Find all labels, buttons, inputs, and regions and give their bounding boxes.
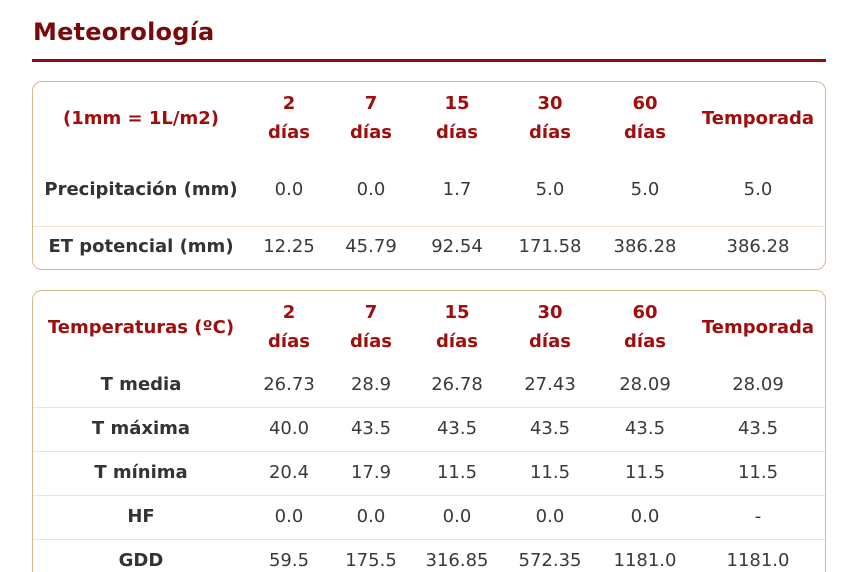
- period-unit: días: [624, 122, 666, 143]
- table-cell: 5.0: [535, 178, 565, 200]
- table-cell: 11.5: [501, 450, 599, 495]
- table-cell: 0.0: [249, 494, 329, 539]
- period-header-60d: 60 días: [599, 291, 691, 363]
- period-number: 15: [444, 93, 470, 114]
- table-cell: 11.5: [691, 450, 825, 495]
- unit-note-header: Temperaturas (ºC): [47, 316, 235, 338]
- table-row-t-maxima: T máxima 40.0 43.5 43.5 43.5 43.5 43.5: [33, 406, 825, 451]
- period-header-15d: 15 días: [413, 82, 501, 154]
- table-cell: 28.09: [732, 373, 784, 395]
- table-cell: 28.09: [619, 373, 671, 395]
- table-cell: 1.7: [442, 178, 472, 200]
- table-row-hf: HF 0.0 0.0 0.0 0.0 0.0 -: [33, 494, 825, 539]
- period-unit: días: [350, 122, 392, 143]
- period-unit: días: [350, 331, 392, 352]
- period-number: 2: [282, 93, 296, 114]
- table-cell: 1181.0: [691, 538, 825, 572]
- table-cell: 0.0: [599, 494, 691, 539]
- period-unit: días: [624, 331, 666, 352]
- table-cell: 316.85: [413, 538, 501, 572]
- row-label: T mínima: [33, 450, 249, 495]
- title-divider: [32, 59, 826, 62]
- period-header-60d: 60 días: [599, 82, 691, 154]
- table-cell: 43.5: [691, 406, 825, 451]
- table-cell: 386.28: [691, 225, 825, 268]
- table-cell: 45.79: [329, 225, 413, 268]
- table-row-precipitation: Precipitación (mm) 0.0 0.0 1.7 5.0 5.0 5…: [33, 154, 825, 226]
- period-number: 7: [364, 93, 378, 114]
- period-number: 60: [632, 93, 658, 114]
- period-unit: días: [268, 331, 310, 352]
- period-number: 7: [364, 302, 378, 323]
- period-header-30d: 30 días: [501, 82, 599, 154]
- precipitation-header-row: (1mm = 1L/m2) 2 días 7 días 15 días 30 d…: [33, 82, 825, 154]
- table-cell: 175.5: [329, 538, 413, 572]
- row-label: ET potencial (mm): [33, 225, 249, 268]
- unit-note-header: (1mm = 1L/m2): [63, 107, 219, 129]
- table-cell: 17.9: [329, 450, 413, 495]
- row-label: T máxima: [33, 406, 249, 451]
- table-cell: 0.0: [413, 494, 501, 539]
- table-cell: 28.9: [350, 373, 392, 395]
- row-label: T media: [100, 373, 182, 395]
- precipitation-table: (1mm = 1L/m2) 2 días 7 días 15 días 30 d…: [33, 82, 825, 268]
- period-unit: días: [436, 122, 478, 143]
- period-header-season: Temporada: [701, 107, 815, 129]
- table-cell: 43.5: [599, 406, 691, 451]
- period-unit: días: [529, 122, 571, 143]
- table-row-gdd: GDD 59.5 175.5 316.85 572.35 1181.0 1181…: [33, 538, 825, 572]
- period-header-2d: 2 días: [249, 82, 329, 154]
- period-number: 15: [444, 302, 470, 323]
- table-row-et-potential: ET potencial (mm) 12.25 45.79 92.54 171.…: [33, 225, 825, 268]
- period-header-30d: 30 días: [501, 291, 599, 363]
- period-number: 30: [537, 302, 563, 323]
- period-unit: días: [436, 331, 478, 352]
- period-number: 30: [537, 93, 563, 114]
- table-cell: 386.28: [599, 225, 691, 268]
- table-cell: 92.54: [413, 225, 501, 268]
- table-cell: 43.5: [501, 406, 599, 451]
- table-cell: 12.25: [249, 225, 329, 268]
- table-cell: 40.0: [249, 406, 329, 451]
- period-unit: días: [268, 122, 310, 143]
- table-cell: 43.5: [413, 406, 501, 451]
- table-cell: 5.0: [630, 178, 660, 200]
- section-title: Meteorología: [33, 18, 215, 46]
- temperature-card: Temperaturas (ºC) 2 días 7 días 15 días …: [32, 290, 826, 572]
- period-header-7d: 7 días: [329, 82, 413, 154]
- table-cell: 20.4: [249, 450, 329, 495]
- period-header-season: Temporada: [701, 316, 815, 338]
- table-cell: 27.43: [524, 373, 576, 395]
- table-cell: 5.0: [743, 178, 773, 200]
- table-cell: 26.73: [263, 373, 315, 395]
- table-row-t-minima: T mínima 20.4 17.9 11.5 11.5 11.5 11.5: [33, 450, 825, 495]
- table-cell: -: [691, 494, 825, 539]
- table-cell: 0.0: [274, 178, 304, 200]
- period-header-15d: 15 días: [413, 291, 501, 363]
- table-cell: 572.35: [501, 538, 599, 572]
- period-number: 60: [632, 302, 658, 323]
- table-cell: 11.5: [599, 450, 691, 495]
- period-unit: días: [529, 331, 571, 352]
- table-cell: 59.5: [249, 538, 329, 572]
- table-cell: 0.0: [501, 494, 599, 539]
- table-cell: 43.5: [329, 406, 413, 451]
- table-row-t-media: T media 26.73 28.9 26.78 27.43 28.09 28.…: [33, 363, 825, 407]
- table-cell: 0.0: [329, 494, 413, 539]
- table-cell: 26.78: [431, 373, 483, 395]
- period-number: 2: [282, 302, 296, 323]
- period-header-2d: 2 días: [249, 291, 329, 363]
- row-label: GDD: [33, 538, 249, 572]
- precipitation-card: (1mm = 1L/m2) 2 días 7 días 15 días 30 d…: [32, 81, 826, 270]
- temperature-table: Temperaturas (ºC) 2 días 7 días 15 días …: [33, 291, 825, 572]
- row-label: Precipitación (mm): [44, 178, 238, 200]
- table-cell: 0.0: [356, 178, 386, 200]
- temperature-header-row: Temperaturas (ºC) 2 días 7 días 15 días …: [33, 291, 825, 363]
- table-cell: 11.5: [413, 450, 501, 495]
- table-cell: 171.58: [501, 225, 599, 268]
- period-header-7d: 7 días: [329, 291, 413, 363]
- table-cell: 1181.0: [599, 538, 691, 572]
- row-label: HF: [33, 494, 249, 539]
